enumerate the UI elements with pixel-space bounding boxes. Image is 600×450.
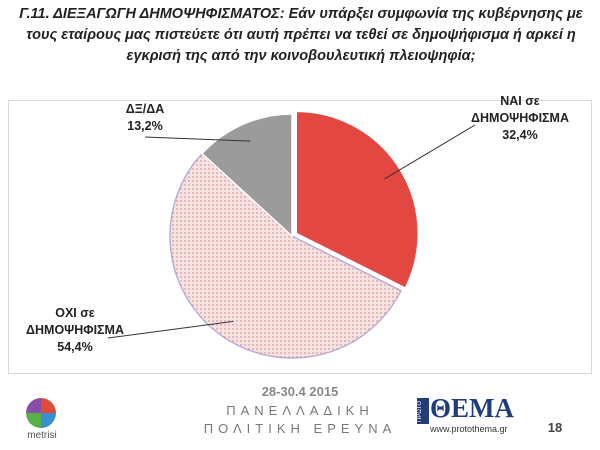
slice-value: 54,4% <box>57 340 93 354</box>
survey-date: 28-30.4 2015 <box>261 384 339 399</box>
leader-line <box>107 320 234 339</box>
chart-frame <box>8 100 592 374</box>
slice-label: ΟΧΙ σε ΔΗΜΟΨΗΦΙΣΜΑ <box>26 306 124 337</box>
logo-small: ΠΡΩΤΟ <box>417 398 429 424</box>
chart-title: Γ.11. ΔΙΕΞΑΓΩΓΗ ΔΗΜΟΨΗΦΙΣΜΑΤΟΣ: Εάν υπάρ… <box>19 6 583 64</box>
survey-line: ΠΟΛΙΤΙΚΗ ΕΡΕΥΝΑ <box>203 421 397 436</box>
page-number: 18 <box>547 420 563 435</box>
slice-label: ΔΞ/ΔΑ <box>125 102 165 116</box>
slice-label: ΝΑΙ σε ΔΗΜΟΨΗΦΙΣΜΑ <box>471 94 569 125</box>
pie-slice <box>200 113 293 238</box>
slice-value: 32,4% <box>502 128 538 142</box>
leader-line <box>144 136 251 142</box>
survey-line: ΠΑΝΕΛΛΑΔΙΚΗ <box>226 403 374 418</box>
logo-text: metrisi <box>27 430 57 441</box>
website: www.protothema.gr <box>430 424 508 434</box>
slice-value: 13,2% <box>127 119 163 133</box>
logo-text: ΘΕΜΑ <box>430 393 514 423</box>
logo-mark <box>26 398 56 428</box>
